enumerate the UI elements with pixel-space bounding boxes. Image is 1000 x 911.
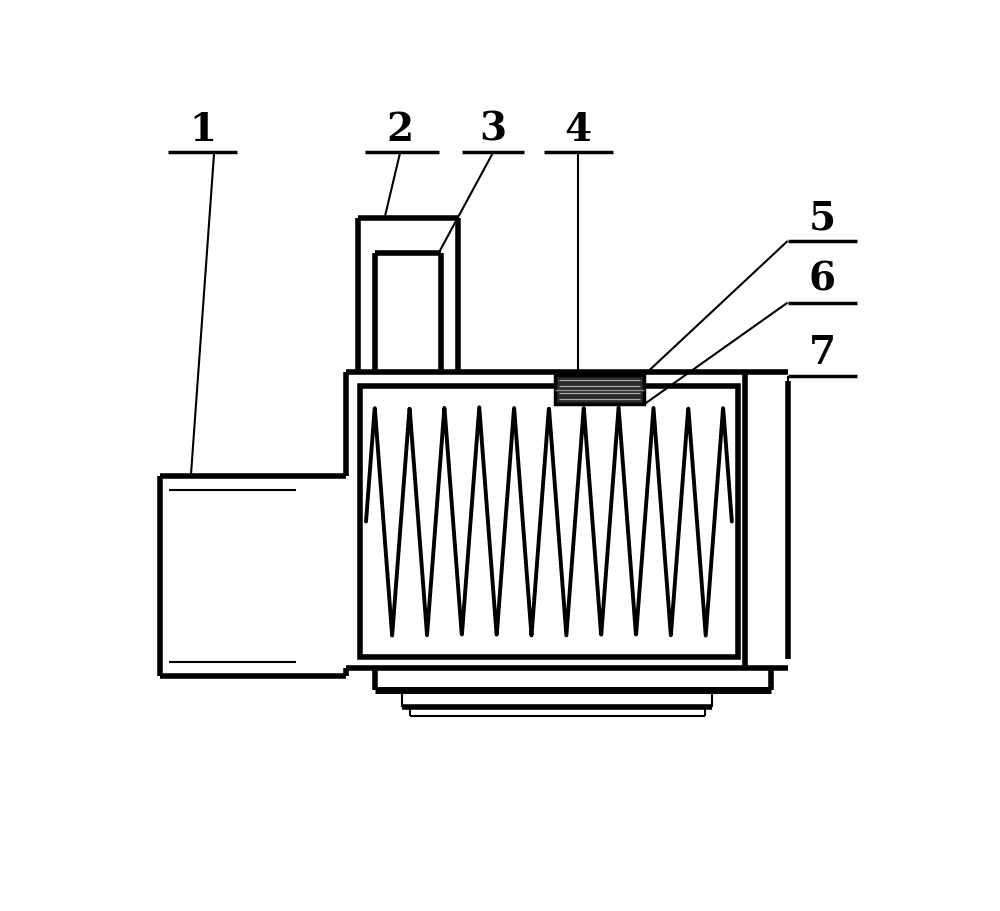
Bar	[360, 385, 738, 657]
Text: 3: 3	[480, 110, 507, 148]
Text: 6: 6	[809, 261, 836, 299]
Text: 2: 2	[387, 110, 414, 148]
Text: 1: 1	[189, 110, 216, 148]
Bar	[555, 375, 644, 404]
Text: 7: 7	[809, 334, 836, 372]
Text: 5: 5	[809, 200, 836, 237]
Text: 4: 4	[565, 110, 592, 148]
